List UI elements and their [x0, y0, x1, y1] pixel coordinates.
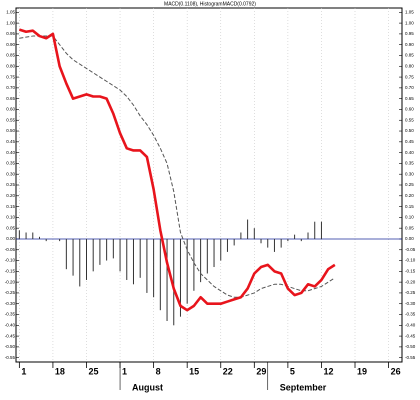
- y-tick-label-right: -0.20: [405, 279, 416, 284]
- y-tick-label: 0.20: [6, 193, 15, 198]
- y-tick-label-right: 1.05: [405, 10, 414, 15]
- chart-title: MACD(0.1108), HistogramMACD(0.0792): [164, 1, 256, 7]
- y-tick-label-right: -0.15: [405, 269, 416, 274]
- y-tick-label-right: -0.50: [405, 344, 416, 349]
- x-tick-label: 12: [323, 366, 333, 376]
- month-label: September: [280, 382, 327, 392]
- y-tick-label-right: -0.35: [405, 312, 416, 317]
- y-tick-label: -0.40: [5, 322, 16, 327]
- y-tick-label: 0.50: [6, 128, 15, 133]
- y-tick-label: 0.65: [6, 96, 15, 101]
- y-tick-label: 0.90: [6, 42, 15, 47]
- y-tick-label-right: -0.30: [405, 301, 416, 306]
- x-tick-label: 26: [391, 366, 401, 376]
- y-tick-label: 0.05: [6, 225, 15, 230]
- y-tick-label-right: 0.50: [405, 128, 414, 133]
- y-tick-label: 0.45: [6, 139, 15, 144]
- y-tick-label: 0.35: [6, 161, 15, 166]
- x-tick-label: 29: [256, 366, 266, 376]
- macd-line: [18, 28, 336, 312]
- y-tick-label-right: 0.95: [405, 31, 414, 36]
- y-tick-label-right: 0.55: [405, 117, 414, 122]
- y-tick-label-right: -0.55: [405, 355, 416, 360]
- y-tick-label-right: 0.15: [405, 204, 414, 209]
- y-tick-label-right: 0.40: [405, 150, 414, 155]
- y-tick-label-right: -0.25: [405, 290, 416, 295]
- x-tick-label: 18: [55, 366, 65, 376]
- y-tick-label: 0.10: [6, 215, 15, 220]
- x-tick-label: 25: [88, 366, 98, 376]
- y-tick-label-right: 0.45: [405, 139, 414, 144]
- y-tick-label-right: 0.75: [405, 74, 414, 79]
- x-tick-label: 1: [21, 366, 26, 376]
- y-tick-label: 1.00: [6, 20, 15, 25]
- y-tick-label: 0.30: [6, 171, 15, 176]
- y-tick-label-right: -0.05: [405, 247, 416, 252]
- x-tick-label: 19: [357, 366, 367, 376]
- y-tick-label: 0.25: [6, 182, 15, 187]
- y-tick-label-right: 0.35: [405, 161, 414, 166]
- y-tick-label: -0.20: [5, 279, 16, 284]
- y-tick-label: 1.05: [6, 10, 15, 15]
- y-tick-label-right: -0.45: [405, 333, 416, 338]
- y-tick-label: -0.30: [5, 301, 16, 306]
- x-tick-label: 8: [156, 366, 161, 376]
- y-tick-label: -0.50: [5, 344, 16, 349]
- y-tick-label-right: -0.10: [405, 258, 416, 263]
- y-tick-label: 0.75: [6, 74, 15, 79]
- y-tick-label-right: 0.70: [405, 85, 414, 90]
- y-tick-label-right: -0.40: [405, 322, 416, 327]
- y-tick-label: -0.10: [5, 258, 16, 263]
- x-tick-label: 1: [122, 366, 127, 376]
- y-tick-label-right: 0.85: [405, 53, 414, 58]
- y-tick-label: 0.15: [6, 204, 15, 209]
- y-tick-label: -0.15: [5, 269, 16, 274]
- y-tick-label-right: 0.10: [405, 215, 414, 220]
- y-tick-label: -0.35: [5, 312, 16, 317]
- y-tick-label: -0.55: [5, 355, 16, 360]
- y-tick-label-right: 1.00: [405, 20, 414, 25]
- y-tick-label-right: 0.05: [405, 225, 414, 230]
- y-tick-label-right: 0.60: [405, 107, 414, 112]
- y-tick-label: 0.70: [6, 85, 15, 90]
- y-tick-label: -0.05: [5, 247, 16, 252]
- y-tick-label-right: 0.30: [405, 171, 414, 176]
- y-tick-label: -0.45: [5, 333, 16, 338]
- y-tick-label: 0.85: [6, 53, 15, 58]
- x-tick-label: 5: [290, 366, 295, 376]
- x-tick-label: 22: [223, 366, 233, 376]
- y-tick-label-right: 0.65: [405, 96, 414, 101]
- y-tick-label: 0.55: [6, 117, 15, 122]
- y-tick-label: 0.80: [6, 63, 15, 68]
- y-tick-label: 0.40: [6, 150, 15, 155]
- x-tick-label: 15: [189, 366, 199, 376]
- y-tick-label-right: 0.25: [405, 182, 414, 187]
- y-tick-label: 0.00: [6, 236, 15, 241]
- signal-line: [19, 35, 336, 298]
- y-tick-label-right: 0.90: [405, 42, 414, 47]
- y-tick-label: -0.25: [5, 290, 16, 295]
- y-tick-label: 0.60: [6, 107, 15, 112]
- y-tick-label-right: 0.00: [405, 236, 414, 241]
- y-tick-label-right: 0.80: [405, 63, 414, 68]
- y-tick-label-right: 0.20: [405, 193, 414, 198]
- month-label: August: [132, 382, 163, 392]
- y-tick-label: 0.95: [6, 31, 15, 36]
